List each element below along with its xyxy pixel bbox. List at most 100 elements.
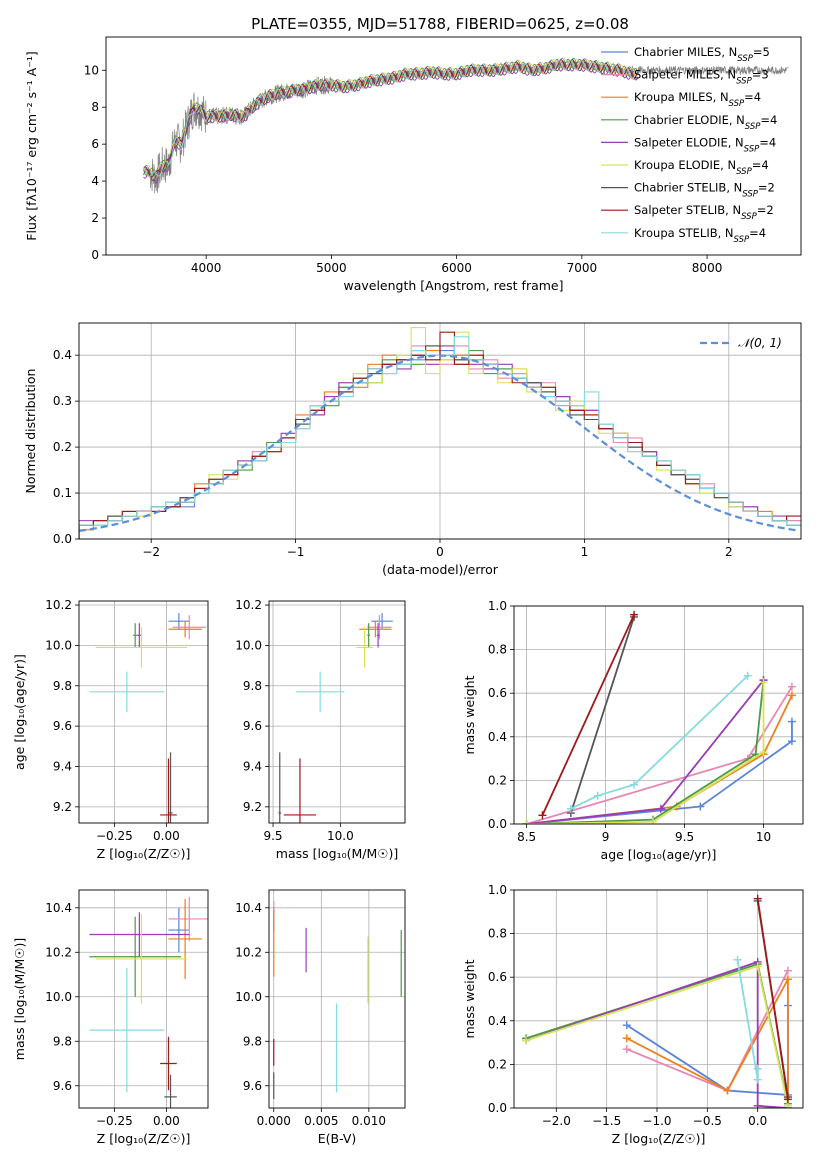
plus-marker [743,671,752,680]
plot-area [522,894,792,1108]
plus-marker [759,678,768,687]
y-tick-label: 0.3 [53,394,72,408]
legend-entry: Kroupa MILES, NSSP=4 [634,90,761,109]
y-tick-label: 0.8 [488,643,507,657]
error-bar [160,1036,177,1091]
y-tick-label: 0.6 [488,970,507,984]
legend-entry: Kroupa STELIB, NSSP=4 [634,226,766,245]
y-axis-label: age [log₁₀(age/yr)] [12,654,27,770]
y-tick-label: 0.8 [488,927,507,941]
error-bar [133,623,138,648]
legend-entry: Chabrier ELODIE, NSSP=4 [634,113,777,132]
histogram-step-kroupa-stelib [79,336,801,539]
y-tick-label: 9.6 [53,719,72,733]
x-tick-label: −0.5 [693,1114,722,1128]
y-tick-label: 8 [91,100,99,114]
x-axis-label: Z [log₁₀(Z/Z☉)] [97,1131,191,1146]
x-tick-label: 7000 [567,261,598,275]
legend-entry: Kroupa ELODIE, NSSP=4 [634,158,769,177]
plus-marker [648,817,657,824]
legend-entry: Chabrier MILES, NSSP=5 [634,45,770,64]
x-tick-label: −1 [287,545,305,559]
weight-line-chabrier-stelib [569,616,635,814]
legend-entry: Chabrier STELIB, NSSP=2 [634,181,775,200]
x-tick-label: −1.0 [642,1114,671,1128]
y-tick-label: 10.2 [235,945,262,959]
error-bar [295,671,345,712]
x-tick-label: −0.25 [96,1114,133,1128]
y-tick-label: 6 [91,137,99,151]
y-tick-label: 0.4 [488,1014,507,1028]
plus-marker [783,966,792,975]
y-tick-label: 0.2 [488,773,507,787]
error-bar [89,916,181,997]
y-tick-label: 9.4 [53,759,72,773]
x-tick-label: 0.00 [153,1114,180,1128]
plot-area [273,901,402,1100]
x-tick-label: −0.25 [96,829,133,843]
legend-entry: Salpeter ELODIE, NSSP=4 [634,135,776,154]
x-tick-label: 0 [436,545,444,559]
error-bar [95,914,188,1004]
plus-marker [787,737,796,746]
axes-frame [78,322,802,540]
y-tick-label: 2 [91,211,99,225]
panel-massweight-vs-age: 8.5 9 9.5 10 0.0 0.2 0.4 0.6 0.8 1.0 age [log₁₀(ag… [462,599,804,862]
legend-entry: 𝒩(0, 1) [738,336,782,350]
plot-area [89,613,206,823]
error-bar [172,615,206,640]
x-tick-label: 0.00 [153,829,180,843]
panel-spectrum: 4000 5000 6000 7000 8000 0 2 4 6 8 10 wavelength [A… [24,36,802,293]
axes-frame [78,600,209,824]
error-bar [168,907,190,953]
y-tick-label: 0.0 [53,532,72,546]
panel-age-vs-mass: 9.5 10.0 9.2 9.4 9.6 9.8 10.0 10.2 mass [log₁₀(M… [235,598,406,861]
y-tick-label: 10.4 [45,901,72,915]
error-bar [376,623,380,648]
error-bar [160,758,177,823]
plus-marker [566,804,575,813]
plus-marker [622,1034,631,1043]
x-tick-label: 6000 [441,261,472,275]
x-tick-label: 0.005 [304,1114,338,1128]
y-axis-label: Normed distribution [23,369,38,494]
y-tick-label: 9.6 [243,1079,262,1093]
plus-marker [753,1101,762,1108]
x-tick-label: 0.0 [748,1114,767,1128]
y-tick-label: 9.6 [243,719,262,733]
model-line-kroupa-stelib [143,59,638,178]
x-tick-label: 1 [581,545,589,559]
y-tick-label: 0.0 [488,1101,507,1115]
plus-marker [538,811,547,820]
y-tick-label: 9.8 [243,679,262,693]
plus-marker [593,791,602,800]
y-tick-label: 10.0 [235,638,262,652]
weight-line-salpeter-stelib [756,898,789,1100]
y-tick-label: 10.2 [235,598,262,612]
error-bar [168,621,202,638]
plot-area [89,896,208,1108]
error-bar [278,752,282,823]
plus-marker [787,682,796,691]
plot-area [143,57,789,194]
y-tick-label: 0.1 [53,486,72,500]
panel-age-vs-Z: −0.25 0.00 9.2 9.4 9.6 9.8 10.0 10.2 Z [log₁₀(Z/… [12,598,209,861]
y-tick-label: 1.0 [488,883,507,897]
error-bar [367,623,370,648]
x-tick-label: 9 [602,830,610,844]
y-axis-label: mass weight [462,959,477,1038]
y-axis-label: Flux [fλ10⁻¹⁷ erg cm⁻² s⁻¹ A⁻¹] [24,51,39,240]
x-axis-label: Z [log₁₀(Z/Z☉)] [612,1131,706,1146]
error-bar [89,912,190,957]
weight-line-kroupa-stelib [570,675,749,810]
x-tick-label: −1.5 [592,1114,621,1128]
y-axis-label: mass [log₁₀(M/M☉)] [12,938,27,1060]
y-tick-label: 0.2 [488,1057,507,1071]
x-tick-label: 9.5 [263,829,282,843]
weight-line-salpeter-elodie [526,679,765,824]
y-tick-label: 10.0 [45,990,72,1004]
plus-marker [622,1045,631,1054]
axes-frame [268,889,406,1109]
error-bar [164,1074,177,1108]
